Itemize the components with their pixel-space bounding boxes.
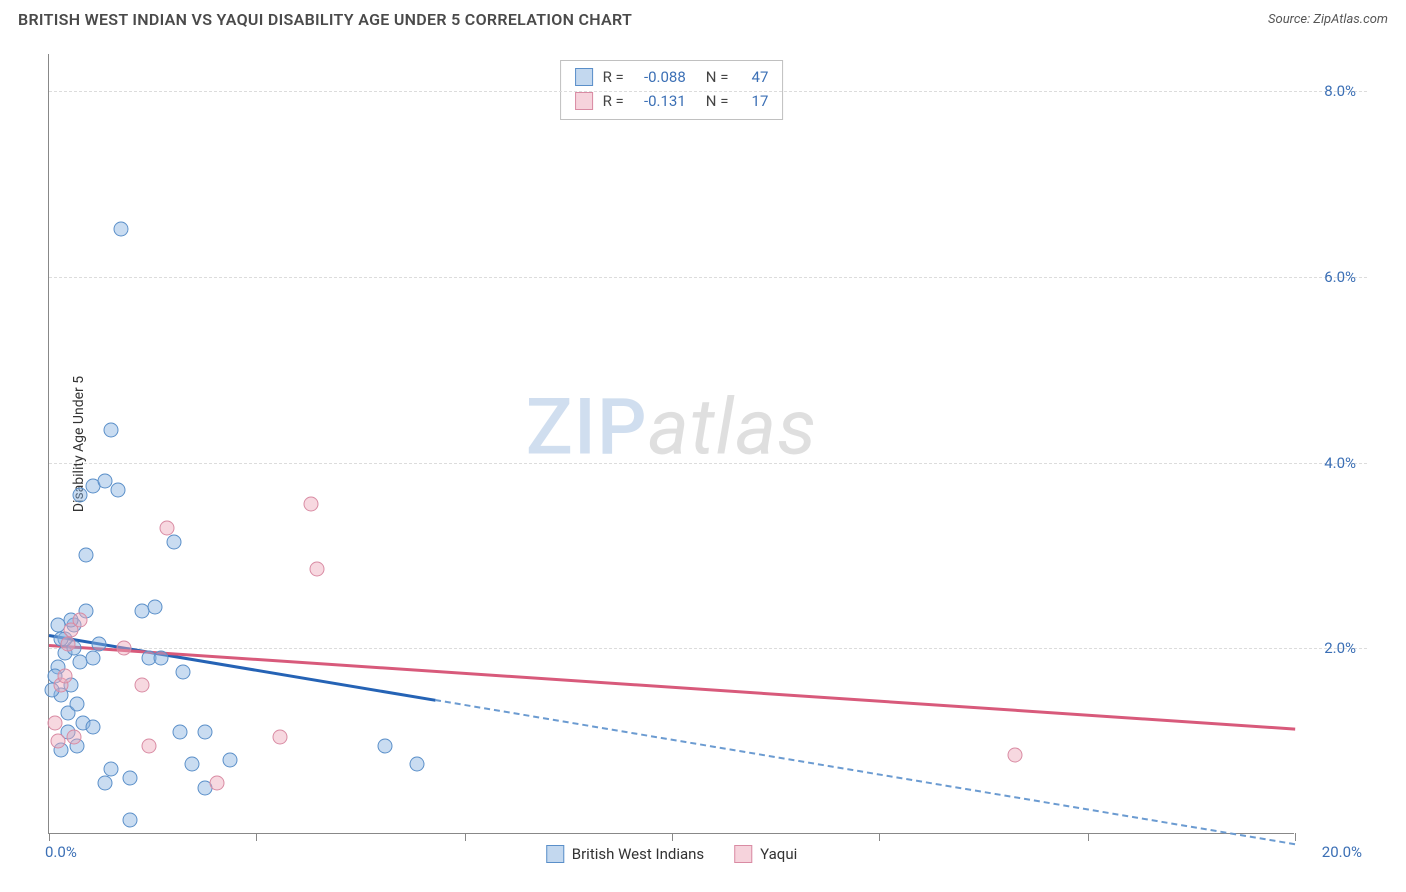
data-point [85, 720, 100, 735]
x-tick [1295, 833, 1296, 841]
legend-label: Yaqui [760, 845, 797, 863]
data-point [309, 562, 324, 577]
watermark: ZIPatlas [526, 382, 817, 473]
chart-area: ZIPatlas Disability Age Under 5 0.0% 20.… [48, 54, 1366, 834]
data-point [210, 775, 225, 790]
data-point [57, 669, 72, 684]
n-label: N = [706, 65, 729, 89]
x-origin-label: 0.0% [45, 843, 77, 861]
stats-row: R = -0.131 N = 17 [575, 89, 769, 113]
data-point [172, 724, 187, 739]
data-point [110, 483, 125, 498]
data-point [272, 729, 287, 744]
stats-legend-box: R = -0.088 N = 47 R = -0.131 N = 17 [560, 60, 784, 120]
data-point [160, 520, 175, 535]
data-point [66, 729, 81, 744]
data-point [104, 423, 119, 438]
legend-label: British West Indians [572, 845, 704, 863]
x-max-label: 20.0% [1322, 843, 1362, 861]
y-tick-label: 6.0% [1324, 268, 1356, 286]
trend-line [49, 644, 1295, 730]
data-point [104, 762, 119, 777]
data-point [378, 738, 393, 753]
chart-header: BRITISH WEST INDIAN VS YAQUI DISABILITY … [0, 0, 1406, 37]
n-value: 17 [738, 89, 768, 113]
y-tick-label: 2.0% [1324, 639, 1356, 657]
r-value: -0.131 [634, 89, 686, 113]
y-tick-label: 4.0% [1324, 454, 1356, 472]
chart-title: BRITISH WEST INDIAN VS YAQUI DISABILITY … [18, 10, 632, 29]
r-label: R = [603, 89, 624, 113]
data-point [154, 650, 169, 665]
r-label: R = [603, 65, 624, 89]
data-point [113, 221, 128, 236]
data-point [1007, 748, 1022, 763]
n-value: 47 [738, 65, 768, 89]
bottom-legend: British West Indians Yaqui [546, 845, 798, 863]
data-point [48, 715, 63, 730]
data-point [98, 775, 113, 790]
data-point [185, 757, 200, 772]
gridline [49, 463, 1367, 464]
data-point [122, 771, 137, 786]
n-label: N = [706, 89, 729, 113]
data-point [409, 757, 424, 772]
data-point [70, 697, 85, 712]
stats-row: R = -0.088 N = 47 [575, 65, 769, 89]
x-tick [465, 833, 466, 841]
data-point [91, 636, 106, 651]
data-point [79, 548, 94, 563]
legend-swatch [575, 68, 593, 86]
gridline [49, 91, 1367, 92]
data-point [303, 497, 318, 512]
x-tick [672, 833, 673, 841]
data-point [222, 752, 237, 767]
data-point [147, 599, 162, 614]
data-point [166, 534, 181, 549]
data-point [122, 813, 137, 828]
x-tick [879, 833, 880, 841]
gridline [49, 277, 1367, 278]
legend-swatch [575, 92, 593, 110]
legend-item: Yaqui [734, 845, 797, 863]
r-value: -0.088 [634, 65, 686, 89]
data-point [73, 613, 88, 628]
data-point [51, 734, 66, 749]
source-attribution: Source: ZipAtlas.com [1268, 12, 1388, 27]
data-point [175, 664, 190, 679]
data-point [73, 488, 88, 503]
data-point [85, 650, 100, 665]
legend-swatch [546, 845, 564, 863]
x-tick [256, 833, 257, 841]
legend-swatch [734, 845, 752, 863]
data-point [135, 678, 150, 693]
data-point [60, 636, 75, 651]
x-tick [49, 833, 50, 841]
legend-item: British West Indians [546, 845, 704, 863]
data-point [197, 724, 212, 739]
data-point [116, 641, 131, 656]
x-tick [1088, 833, 1089, 841]
y-tick-label: 8.0% [1324, 82, 1356, 100]
gridline [49, 648, 1367, 649]
data-point [141, 738, 156, 753]
scatter-plot: ZIPatlas Disability Age Under 5 0.0% 20.… [48, 54, 1294, 834]
